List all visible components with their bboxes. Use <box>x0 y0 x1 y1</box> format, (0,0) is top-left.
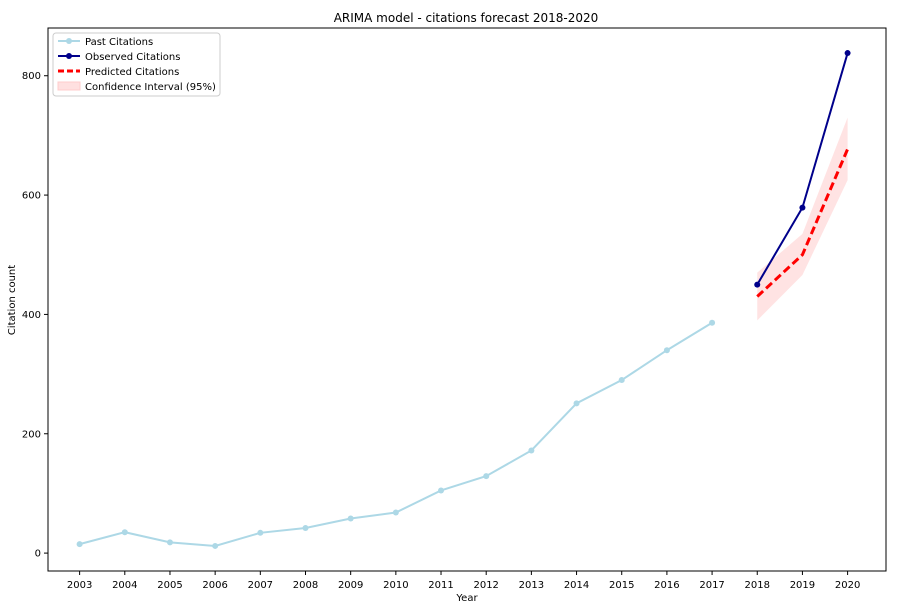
past-citations-point <box>76 541 83 548</box>
legend-label-observed-citations: Observed Citations <box>85 52 180 63</box>
x-tick-label: 2009 <box>338 580 363 591</box>
plot-area <box>47 27 887 572</box>
x-tick-label: 2003 <box>67 580 92 591</box>
x-tick-label: 2006 <box>202 580 227 591</box>
past-citations-point <box>347 515 354 522</box>
x-axis: 2003 2004 2005 2006 2007 2008 2009 2010 2011 2012… <box>67 571 860 591</box>
x-tick-label: 2019 <box>790 580 815 591</box>
x-tick-label: 2005 <box>157 580 182 591</box>
legend-past-marker <box>66 38 72 44</box>
y-tick-label: 600 <box>22 191 41 202</box>
confidence-interval-layer <box>757 117 848 321</box>
past-citations-point <box>528 447 535 454</box>
legend-observed-marker <box>66 53 72 59</box>
confidence-interval-band <box>757 117 848 321</box>
x-tick-label: 2015 <box>609 580 634 591</box>
x-tick-label: 2004 <box>112 580 137 591</box>
past-citations-point <box>573 400 580 407</box>
past-citations-point <box>392 509 399 516</box>
x-tick-label: 2013 <box>519 580 544 591</box>
x-tick-label: 2020 <box>835 580 860 591</box>
past-citations-point <box>121 529 128 536</box>
y-tick-label: 200 <box>22 429 41 440</box>
legend-label-confidence-interval: Confidence Interval (95%) <box>85 82 216 93</box>
past-citations-point <box>663 347 670 354</box>
observed-citations-point <box>799 204 806 211</box>
past-citations-point <box>166 539 173 546</box>
past-citations-point <box>212 542 219 549</box>
x-tick-label: 2016 <box>654 580 679 591</box>
legend-box <box>52 32 221 97</box>
past-citations-point <box>709 319 716 326</box>
x-tick-label: 2008 <box>293 580 318 591</box>
past-citations-point <box>302 525 309 532</box>
past-citations-point <box>483 473 490 480</box>
legend-label-predicted-citations: Predicted Citations <box>85 67 179 78</box>
observed-citations-point <box>844 50 851 57</box>
x-tick-label: 2007 <box>248 580 273 591</box>
x-tick-label: 2011 <box>428 580 453 591</box>
y-tick-label: 800 <box>22 71 41 82</box>
series-layer <box>76 50 851 549</box>
y-tick-label: 400 <box>22 310 41 321</box>
past-citations-point <box>438 487 445 494</box>
legend: Past Citations Observed Citations Predic… <box>52 32 221 97</box>
x-tick-label: 2014 <box>564 580 589 591</box>
past-citations-point <box>618 377 625 384</box>
predicted-citations-line <box>756 148 849 298</box>
y-axis-label: Citation count <box>7 265 18 335</box>
observed-citations-point <box>754 281 761 288</box>
y-axis: 0 200 400 600 800 <box>22 71 48 560</box>
x-tick-label: 2010 <box>383 580 408 591</box>
x-axis-label: Year <box>455 593 478 603</box>
x-tick-label: 2018 <box>745 580 770 591</box>
y-tick-label: 0 <box>35 549 41 560</box>
x-tick-label: 2012 <box>473 580 498 591</box>
x-tick-label: 2017 <box>699 580 724 591</box>
legend-ci-swatch <box>57 81 81 91</box>
past-citations-point <box>257 529 264 536</box>
chart-title: ARIMA model - citations forecast 2018-20… <box>334 11 599 25</box>
legend-label-past-citations: Past Citations <box>85 37 153 48</box>
